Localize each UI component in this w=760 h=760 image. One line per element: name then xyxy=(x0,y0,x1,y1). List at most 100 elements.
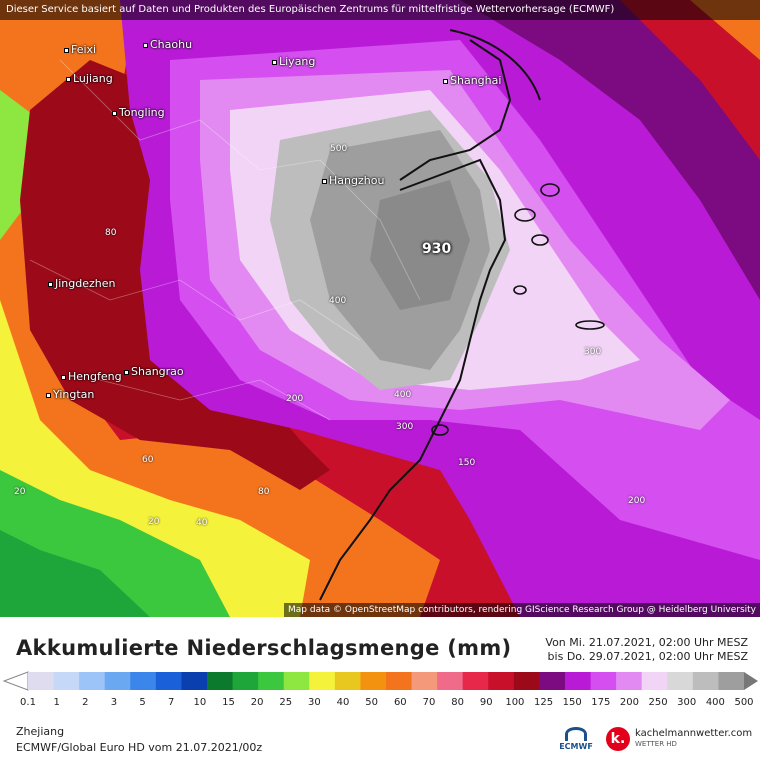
scale-tick-label: 50 xyxy=(365,697,379,708)
scale-tick-label: 30 xyxy=(308,697,321,708)
scale-tick-label: 10 xyxy=(193,697,207,708)
contour-label: 200 xyxy=(628,496,646,506)
map-attribution: Map data © OpenStreetMap contributors, r… xyxy=(284,603,760,617)
scale-swatch xyxy=(590,672,617,690)
color-scale-bar xyxy=(2,671,758,691)
city-label: Shanghai xyxy=(443,74,501,87)
city-marker-icon xyxy=(443,78,448,84)
city-marker-icon xyxy=(272,59,277,65)
ecmwf-notice: Dieser Service basiert auf Daten und Pro… xyxy=(0,0,760,20)
scale-swatch xyxy=(437,672,464,690)
scale-tick-label: 90 xyxy=(479,697,493,708)
city-marker-icon xyxy=(143,42,148,48)
kachelmann-k-icon: k. xyxy=(606,727,630,751)
city-label: Shangrao xyxy=(124,365,184,378)
city-label: Feixi xyxy=(64,43,96,56)
contour-label: 400 xyxy=(394,390,412,400)
scale-tick-label: 2 xyxy=(82,697,89,708)
scale-tick-label: 5 xyxy=(139,697,146,708)
scale-swatch xyxy=(155,672,182,690)
contour-label: 150 xyxy=(458,458,476,468)
scale-swatch xyxy=(232,672,259,690)
contour-label: 60 xyxy=(142,455,154,465)
scale-swatch xyxy=(411,672,438,690)
scale-swatch xyxy=(539,672,566,690)
scale-swatch xyxy=(309,672,336,690)
scale-swatch xyxy=(258,672,285,690)
city-marker-icon xyxy=(64,47,69,53)
city-marker-icon xyxy=(322,178,327,184)
scale-swatch xyxy=(641,672,668,690)
scale-swatch xyxy=(181,672,208,690)
scale-swatch xyxy=(79,672,106,690)
max-value-label: 930 xyxy=(422,241,452,257)
scale-tick-label: 40 xyxy=(336,697,350,708)
forecast-period: Von Mi. 21.07.2021, 02:00 Uhr MESZ bis D… xyxy=(545,636,748,664)
contour-label: 80 xyxy=(258,487,270,497)
scale-swatch xyxy=(616,672,643,690)
brand-subtitle: WETTER HD xyxy=(635,740,677,748)
scale-tick-label: 25 xyxy=(279,697,293,708)
scale-tick-label: 20 xyxy=(250,697,264,708)
scale-tick-label: 125 xyxy=(533,697,554,708)
city-label: Liyang xyxy=(272,55,315,68)
scale-tick-label: 500 xyxy=(734,697,754,708)
contour-label: 40 xyxy=(196,518,208,528)
city-marker-icon xyxy=(112,110,117,116)
city-label: Lujiang xyxy=(66,72,113,85)
city-label: Hangzhou xyxy=(322,174,384,187)
scale-swatch xyxy=(104,672,131,690)
scale-swatch xyxy=(130,672,157,690)
city-label: Chaohu xyxy=(143,38,192,51)
city-marker-icon xyxy=(66,76,71,82)
ecmwf-arc-icon xyxy=(565,727,587,741)
scale-tick-label: 0.1 xyxy=(20,697,36,708)
city-marker-icon xyxy=(61,374,66,380)
scale-tick-label: 300 xyxy=(677,697,697,708)
scale-swatch xyxy=(386,672,413,690)
scale-tick-label: 100 xyxy=(505,697,525,708)
period-to: bis Do. 29.07.2021, 02:00 Uhr MESZ xyxy=(547,650,748,663)
city-marker-icon xyxy=(48,281,53,287)
city-marker-icon xyxy=(46,392,51,398)
scale-tick-label: 175 xyxy=(591,697,611,708)
scale-swatch xyxy=(28,672,55,690)
contour-label: 500 xyxy=(330,144,348,154)
kachelmannwetter-logo[interactable]: k. kachelmannwetter.com WETTER HD xyxy=(606,727,752,751)
contour-label: 80 xyxy=(105,228,117,238)
scale-swatch xyxy=(207,672,234,690)
contour-label: 20 xyxy=(14,487,26,497)
model-info: ECMWF/Global Euro HD vom 21.07.2021/00z xyxy=(16,741,263,754)
scale-swatch xyxy=(283,672,310,690)
city-label: Jingdezhen xyxy=(48,277,116,290)
ecmwf-logo[interactable]: ECMWF xyxy=(558,727,594,751)
scale-tick-label: 250 xyxy=(648,697,668,708)
scale-tick-label: 60 xyxy=(393,697,407,708)
scale-tick-label: 15 xyxy=(222,697,235,708)
scale-high-arrow xyxy=(744,672,758,690)
scale-low-arrow xyxy=(2,671,29,691)
region-name: Zhejiang xyxy=(16,725,65,738)
scale-swatch xyxy=(360,672,387,690)
contour-label: 200 xyxy=(286,394,304,404)
scale-swatch xyxy=(718,672,745,690)
precipitation-map[interactable] xyxy=(0,0,760,617)
legend-title: Akkumulierte Niederschlagsmenge (mm) xyxy=(16,636,512,660)
contour-label: 300 xyxy=(396,422,414,432)
scale-tick-label: 200 xyxy=(619,697,639,708)
city-marker-icon xyxy=(124,369,129,375)
scale-tick-label: 1 xyxy=(53,697,60,708)
scale-swatch xyxy=(692,672,719,690)
scale-tick-label: 7 xyxy=(168,697,175,708)
brand-name: kachelmannwetter.com xyxy=(635,728,753,739)
scale-swatch xyxy=(565,672,592,690)
contour-label: 20 xyxy=(148,517,160,527)
contour-label: 400 xyxy=(329,296,347,306)
city-label: Hengfeng xyxy=(61,370,122,383)
scale-tick-label: 400 xyxy=(705,697,725,708)
scale-swatch xyxy=(488,672,515,690)
scale-tick-label: 150 xyxy=(562,697,582,708)
period-from: Von Mi. 21.07.2021, 02:00 Uhr MESZ xyxy=(545,636,748,649)
scale-tick-label: 80 xyxy=(451,697,464,708)
color-scale-ticks: 0.1 1 2 3 5 7 10 15 20 25 30 40 50 60 70 80 90 100 125 150 1… xyxy=(0,697,760,711)
